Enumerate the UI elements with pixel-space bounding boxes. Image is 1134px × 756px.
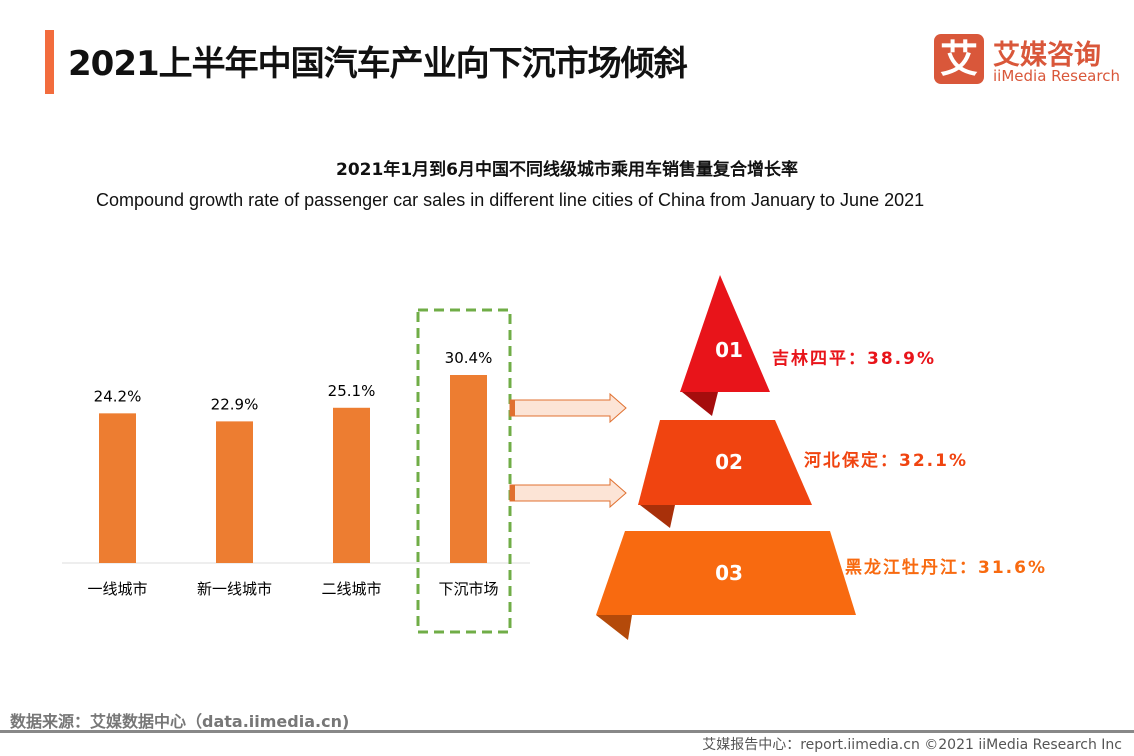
fold-2 (640, 505, 675, 528)
data-label: 25.1% (328, 382, 376, 400)
bar-1 (99, 413, 136, 563)
data-source: 数据来源：艾媒数据中心（data.iimedia.cn) (10, 712, 350, 731)
pyramid-level-3 (596, 531, 856, 615)
data-label: 22.9% (211, 395, 259, 413)
category-label: 二线城市 (321, 580, 381, 598)
title-accent-bar (45, 30, 54, 94)
arrow-1 (509, 392, 627, 424)
fold-3 (596, 615, 632, 640)
rank-2: 02 (715, 450, 743, 474)
category-label: 一线城市 (87, 580, 147, 598)
data-label: 30.4% (445, 349, 493, 367)
rank-label-3: 黑龙江牡丹江：31.6% (845, 557, 1047, 578)
category-label: 新一线城市 (197, 580, 272, 598)
logo-mark: 艾 (934, 34, 984, 84)
chart-title-en: Compound growth rate of passenger car sa… (96, 190, 925, 210)
bar-3 (333, 407, 370, 563)
pyramid-level-1 (680, 275, 770, 392)
footer-report: 艾媒报告中心：report.iimedia.cn ©2021 iiMedia R… (702, 737, 1122, 753)
chart-title-cn: 2021年1月到6月中国不同线级城市乘用车销售量复合增长率 (336, 160, 798, 180)
rank-label-1: 吉林四平：38.9% (772, 348, 936, 369)
category-label: 下沉市场 (438, 580, 498, 598)
rank-label-2: 河北保定：32.1% (804, 450, 968, 471)
rank-1: 01 (715, 338, 743, 362)
bar-2 (216, 421, 253, 563)
bar-4 (450, 375, 487, 563)
fold-1 (682, 392, 718, 416)
page-title: 2021上半年中国汽车产业向下沉市场倾斜 (68, 44, 688, 84)
logo-cn: 艾媒咨询 (993, 40, 1101, 71)
footer-rule (0, 730, 1134, 733)
logo-en: iiMedia Research (993, 67, 1120, 85)
data-label: 24.2% (94, 387, 142, 405)
arrow-2 (509, 477, 627, 509)
pyramid-level-2 (638, 420, 812, 505)
rank-3: 03 (715, 561, 743, 585)
